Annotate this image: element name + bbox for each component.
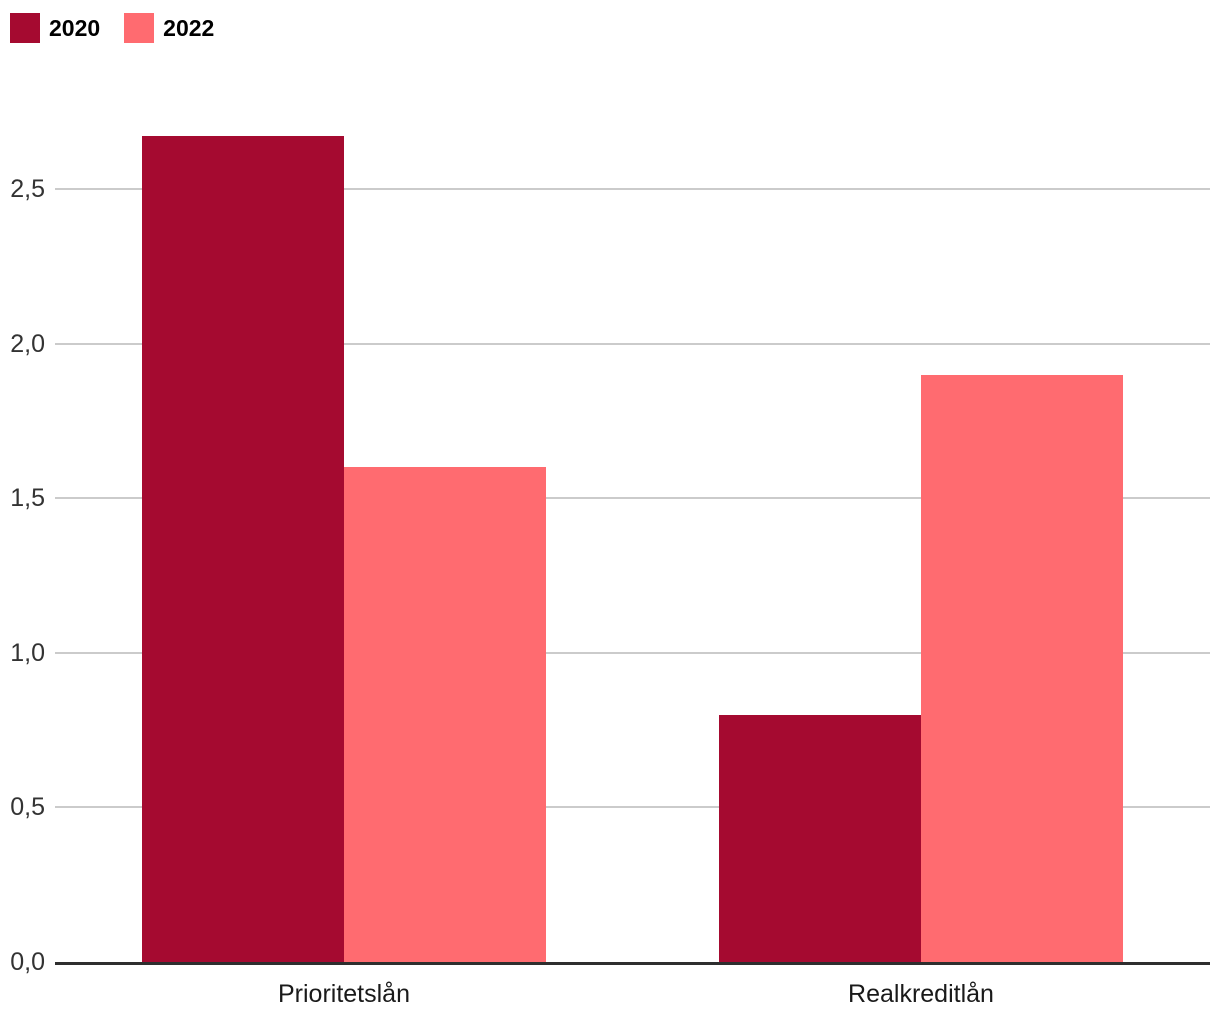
legend-item-2020: 2020: [10, 13, 100, 43]
x-axis-label-realkreditlaan: Realkreditlån: [848, 980, 994, 1008]
y-tick-label-0,0: 0,0: [10, 948, 45, 976]
bar-2022-Realkreditlån: [921, 374, 1124, 962]
bar-2020-Prioritetslån: [141, 136, 344, 962]
gridline-1,0: [55, 651, 1210, 654]
gridline-0,5: [55, 806, 1210, 809]
y-tick-label-0,5: 0,5: [10, 793, 45, 822]
x-axis-line: [55, 962, 1210, 965]
gridline-1,5: [55, 497, 1210, 500]
bar-2022-Prioritetslån: [343, 467, 546, 962]
x-axis-label-prioritetslaan: Prioritetslån: [278, 980, 410, 1008]
legend-label-2020: 2020: [49, 15, 101, 41]
chart-legend: 2020 2022: [10, 13, 214, 43]
legend-swatch-2020: [10, 13, 40, 43]
legend-label-2022: 2022: [163, 15, 215, 41]
y-tick-label-2,0: 2,0: [10, 329, 45, 358]
y-tick-label-1,0: 1,0: [10, 638, 45, 667]
y-tick-label-1,5: 1,5: [10, 484, 45, 513]
gridline-2,5: [55, 188, 1210, 190]
bar-2020-Realkreditlån: [719, 714, 922, 962]
legend-item-2022: 2022: [124, 13, 214, 43]
y-tick-label-2,5: 2,5: [10, 175, 45, 203]
gridline-2,0: [55, 342, 1210, 345]
legend-swatch-2022: [124, 13, 155, 43]
